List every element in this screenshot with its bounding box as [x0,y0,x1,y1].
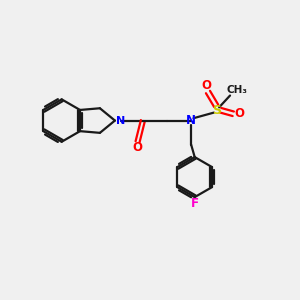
Text: N: N [186,114,196,127]
Text: O: O [235,107,245,120]
Text: F: F [191,197,199,210]
Text: O: O [133,141,142,154]
Text: S: S [212,104,221,117]
Text: N: N [116,116,125,126]
Text: CH₃: CH₃ [226,85,247,94]
Text: O: O [202,79,212,92]
